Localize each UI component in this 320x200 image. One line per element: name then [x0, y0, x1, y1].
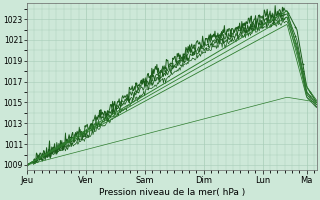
X-axis label: Pression niveau de la mer( hPa ): Pression niveau de la mer( hPa )	[99, 188, 245, 197]
